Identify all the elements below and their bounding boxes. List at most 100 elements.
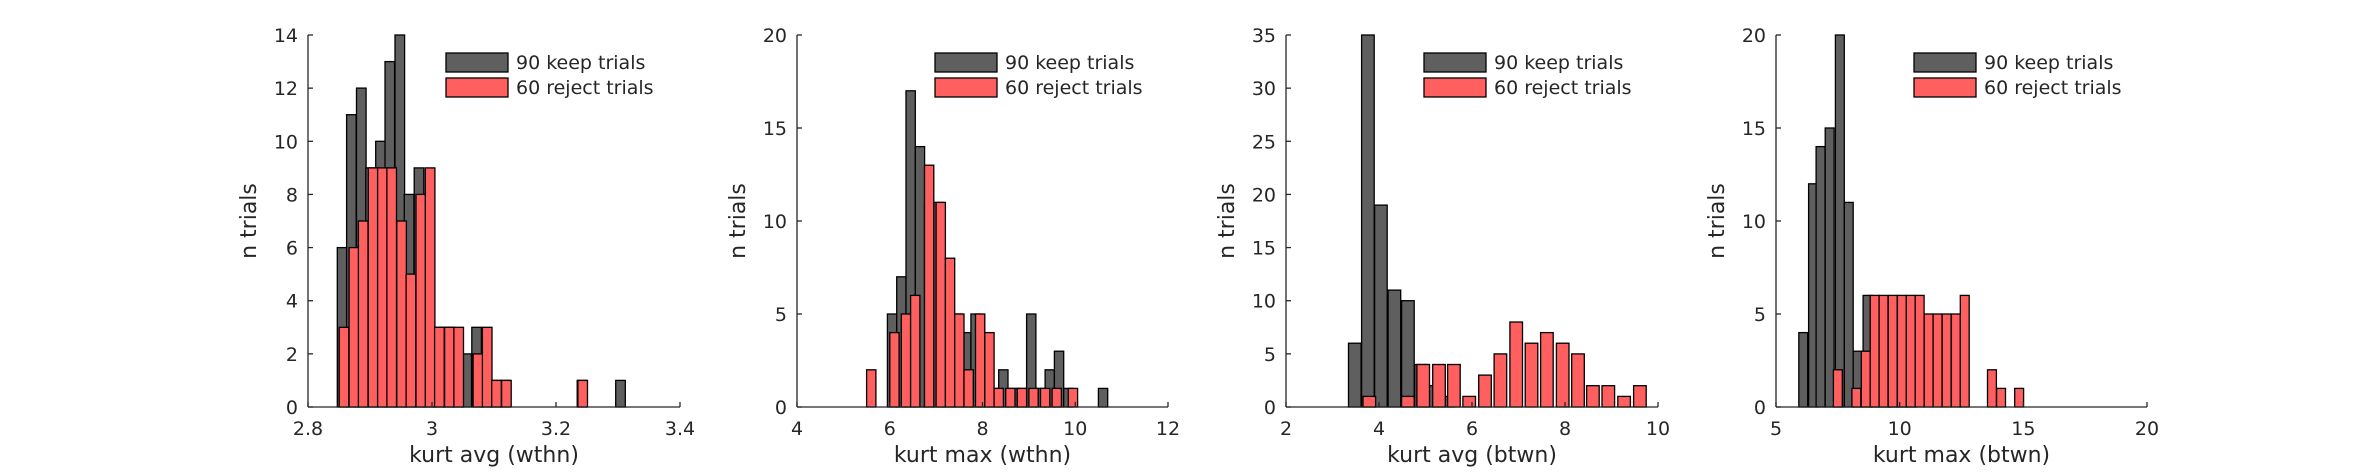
x-tick-label: 6 (884, 418, 896, 440)
x-axis-label: kurt avg (btwn) (1387, 443, 1557, 468)
histogram-bar (405, 273, 417, 408)
y-tick-label: 4 (286, 291, 298, 313)
legend-swatch (1913, 52, 1977, 73)
histogram-bar (1832, 369, 1843, 408)
x-tick-label: 2 (1280, 418, 1292, 440)
histogram-bar (889, 331, 900, 408)
x-tick-label: 5 (1770, 418, 1782, 440)
histogram-bar (1039, 387, 1051, 408)
y-tick-label: 35 (1252, 25, 1276, 47)
histogram-bar (1914, 294, 1925, 408)
histogram-bar (481, 326, 493, 408)
histogram-bar (424, 167, 436, 408)
chart-panel: 0 5 10 15 20 25 30 35 2 4 6 8 10 kurt avg (btwn) n tri… (1215, 25, 1670, 468)
histogram-bar (1571, 353, 1585, 408)
legend-swatch (934, 52, 998, 73)
y-tick-label: 20 (1252, 184, 1276, 206)
y-tick-label: 20 (1742, 25, 1766, 47)
histogram-bar (1373, 204, 1388, 408)
legend-swatch (934, 77, 998, 98)
histogram-bar (1601, 385, 1616, 408)
histogram-bar (1950, 313, 1961, 408)
x-tick-label: 10 (1888, 418, 1912, 440)
legend-swatch (445, 77, 509, 98)
chart-panel: 0 2 4 6 8 10 12 14 2.8 3 3.2 3.4 kurt avg (wthn) n tr… (237, 25, 695, 468)
histogram-bar (1028, 387, 1039, 408)
x-axis-label: kurt max (wthn) (894, 443, 1071, 468)
histogram-bar (1843, 201, 1854, 408)
histogram-bar (1905, 294, 1916, 408)
y-tick-label: 2 (286, 344, 298, 366)
histogram-bar (1067, 387, 1079, 408)
histogram-bar (1362, 395, 1377, 408)
y-tick-label: 0 (286, 397, 298, 419)
legend-swatch (1913, 77, 1977, 98)
y-tick-label: 15 (1742, 118, 1766, 140)
y-tick-label: 10 (1742, 211, 1766, 233)
histogram-bar (1524, 342, 1539, 408)
y-tick-label: 5 (1264, 344, 1276, 366)
histogram-bar (954, 313, 965, 408)
histogram-bar (472, 353, 484, 408)
histogram-bar (1923, 313, 1934, 408)
x-tick-label: 3 (426, 418, 438, 440)
legend-label: 60 reject trials (516, 77, 654, 99)
y-axis-label: n trials (237, 183, 262, 259)
x-tick-label: 8 (976, 418, 988, 440)
histogram-bar (615, 379, 626, 408)
x-tick-label: 6 (1466, 418, 1478, 440)
histogram-bar (865, 369, 877, 408)
histogram-bar (348, 246, 360, 408)
y-tick-label: 10 (763, 211, 787, 233)
x-axis-label: kurt max (btwn) (1873, 443, 2050, 468)
histogram-bar (500, 379, 512, 408)
histogram-bar (1995, 387, 2007, 408)
histogram-bar (1347, 342, 1362, 408)
legend-swatch (1423, 52, 1487, 73)
legend: 90 keep trials 60 reject trials (445, 52, 654, 99)
histogram-bar (984, 331, 995, 408)
series-bars (1832, 294, 2025, 408)
histogram-bar (357, 220, 369, 408)
y-tick-label: 8 (286, 184, 298, 206)
histogram-bar (1851, 387, 1862, 408)
histogram-bar (1617, 395, 1632, 408)
y-tick-label: 20 (763, 25, 787, 47)
histogram-bar (2014, 387, 2025, 408)
histogram-bar (944, 257, 956, 408)
histogram-bar (1360, 34, 1375, 408)
histogram-bar (433, 326, 445, 408)
histogram-bar (453, 326, 465, 408)
histogram-bar (1986, 369, 1998, 408)
histogram-bar (1824, 127, 1835, 408)
y-tick-label: 15 (1252, 238, 1276, 260)
y-axis-label: n trials (1705, 183, 1730, 259)
x-tick-label: 3.4 (665, 418, 695, 440)
y-tick-label: 0 (1754, 397, 1766, 419)
legend: 90 keep trials 60 reject trials (1913, 52, 2122, 99)
y-tick-label: 10 (274, 131, 298, 153)
x-tick-label: 8 (1559, 418, 1571, 440)
histogram-bar (386, 167, 398, 408)
series-bars (338, 167, 589, 408)
x-axis-label: kurt avg (wthn) (409, 443, 579, 468)
histogram-bar (1400, 395, 1415, 408)
y-tick-label: 5 (775, 304, 787, 326)
histogram-bar (1051, 387, 1063, 408)
histogram-bar (338, 326, 350, 408)
legend-swatch (445, 52, 509, 73)
histogram-bar (1887, 294, 1898, 408)
legend-swatch (1423, 77, 1487, 98)
histogram-bar (1478, 374, 1492, 408)
x-tick-label: 4 (1373, 418, 1385, 440)
histogram-bar (1097, 387, 1109, 408)
histogram-bar (1878, 294, 1889, 408)
legend-label: 90 keep trials (1984, 52, 2113, 74)
histogram-bar (577, 379, 589, 408)
histogram-bar (1539, 331, 1554, 408)
y-tick-label: 15 (763, 118, 787, 140)
legend-label: 90 keep trials (1005, 52, 1134, 74)
histogram-bar (415, 193, 427, 408)
